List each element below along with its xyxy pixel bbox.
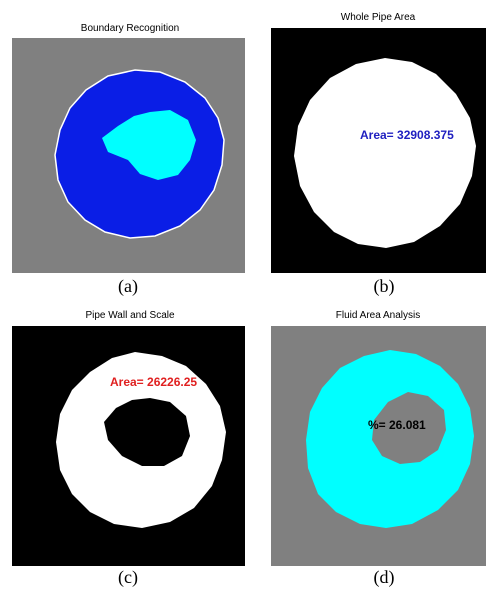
panel-title: Whole Pipe Area <box>341 12 416 23</box>
panel-caption: (b) <box>374 276 395 297</box>
panel-caption: (d) <box>374 567 395 588</box>
figure: Boundary Recognition (a) Whole Pipe Area… <box>0 0 498 592</box>
area-annotation: Area= 32908.375 <box>360 128 454 142</box>
panel-caption: (a) <box>118 276 138 297</box>
area-annotation: Area= 26226.25 <box>110 375 197 389</box>
panel-title: Fluid Area Analysis <box>336 310 421 321</box>
panel-c: Pipe Wall and Scale Area= 26226.25 (c) <box>12 310 245 588</box>
panel-a: Boundary Recognition (a) <box>12 23 245 297</box>
panel-d: Fluid Area Analysis %= 26.081 (d) <box>271 310 486 588</box>
panel-title: Boundary Recognition <box>81 23 179 34</box>
panel-b: Whole Pipe Area Area= 32908.375 (b) <box>271 12 486 297</box>
percent-annotation: %= 26.081 <box>368 418 426 432</box>
panel-title: Pipe Wall and Scale <box>85 310 175 321</box>
panel-caption: (c) <box>118 567 138 588</box>
